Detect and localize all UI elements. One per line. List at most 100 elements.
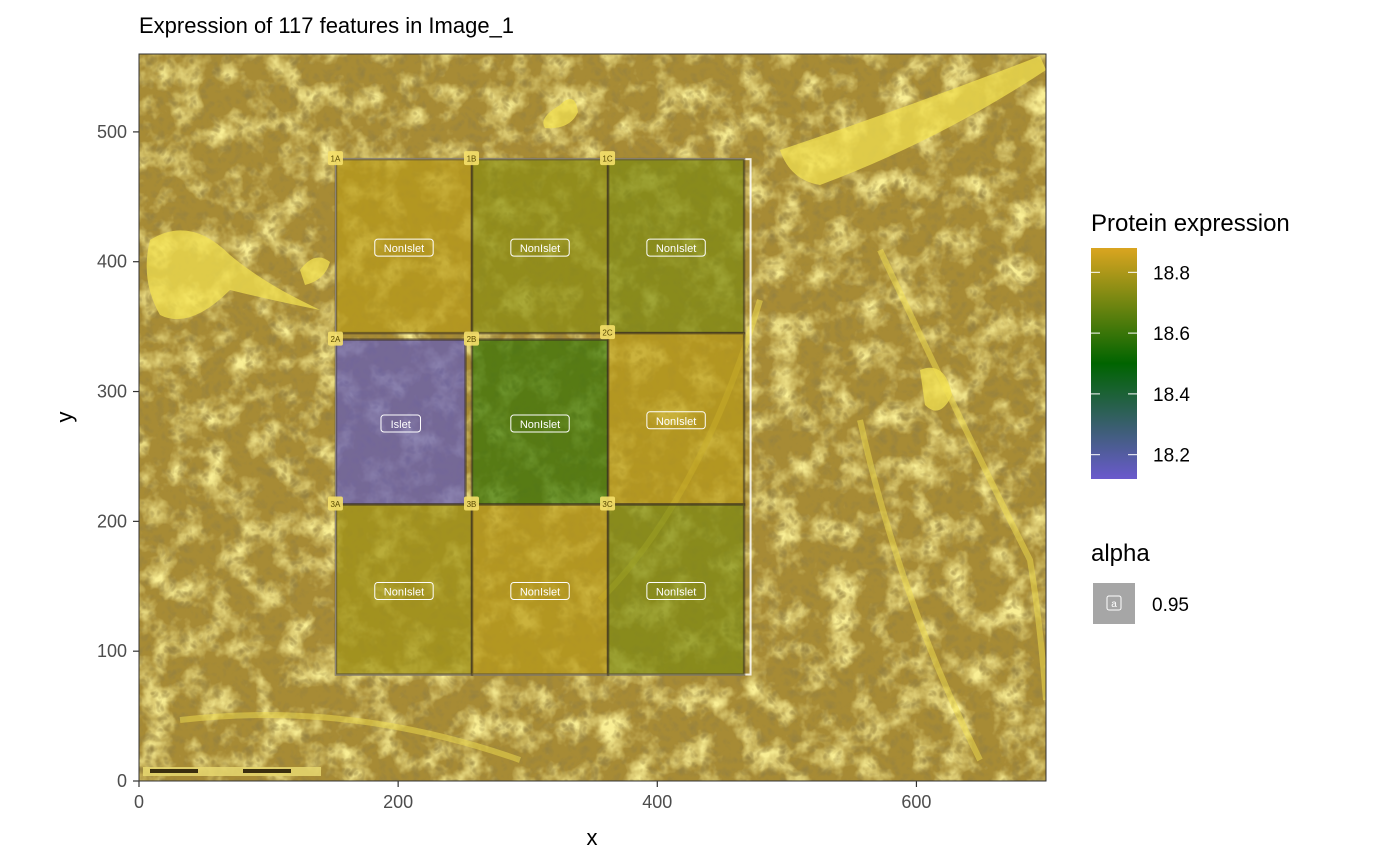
roi-3A: 3A NonIslet	[327, 496, 474, 676]
roi-label: NonIslet	[656, 587, 696, 599]
roi-label-box	[510, 238, 570, 257]
roi-tile	[608, 159, 745, 334]
legend-alpha-title: alpha	[1091, 540, 1150, 567]
scale-bar-segment	[150, 769, 198, 773]
legend-tick-label: 18.2	[1153, 446, 1190, 467]
roi-id-label: 2C	[602, 329, 612, 338]
roi-label-box	[646, 582, 706, 601]
roi-tile	[335, 504, 472, 675]
roi-id-marker	[327, 496, 343, 511]
roi-id-label: 3A	[331, 500, 341, 509]
legend-colorbar	[1091, 248, 1137, 479]
y-tick-label: 400	[97, 252, 127, 272]
roi-1B: 1B NonIslet	[463, 151, 610, 335]
tissue-bright-region	[146, 230, 320, 320]
tissue-fiber	[857, 419, 983, 762]
roi-3C: 3C NonIslet	[600, 496, 746, 676]
x-tick-label: 200	[383, 792, 413, 812]
tissue-bright-region	[543, 98, 578, 129]
roi-2A: 2A Islet	[327, 331, 467, 506]
roi-tile	[335, 339, 466, 505]
x-tick-label: 0	[134, 792, 144, 812]
legend-fill-title: Protein expression	[1091, 210, 1290, 237]
y-tick-label: 0	[117, 771, 127, 791]
roi-id-marker	[463, 151, 479, 166]
roi-label-box	[374, 238, 434, 257]
roi-label: NonIslet	[520, 587, 560, 599]
roi-2C: 2C NonIslet	[600, 325, 746, 506]
roi-id-marker	[600, 325, 616, 340]
roi-label-box	[510, 414, 570, 433]
legend-alpha-key	[1093, 583, 1135, 624]
roi-id-label: 3C	[602, 500, 612, 509]
plot-panel: 1A NonIslet 1B NonIslet 1C NonIslet 2A Islet 2B N…	[139, 54, 1046, 781]
legend-colorbar-ticks: 18.2 18.4 18.6 18.8	[1091, 263, 1190, 467]
chart-title: Expression of 117 features in Image_1	[139, 13, 514, 38]
x-axis: 0 200 400 600	[134, 781, 931, 812]
roi-id-marker	[600, 496, 616, 511]
legend-alpha: alpha a 0.95	[1091, 540, 1189, 624]
roi-3B: 3B NonIslet	[463, 496, 610, 676]
y-tick-label: 200	[97, 511, 127, 531]
roi-label: NonIslet	[520, 419, 560, 431]
roi-id-marker	[600, 151, 616, 166]
legend-tick-label: 18.8	[1153, 263, 1190, 284]
roi-id-marker	[327, 151, 343, 166]
y-tick-label: 500	[97, 122, 127, 142]
roi-id-marker	[463, 331, 479, 346]
tissue-features	[146, 56, 1046, 763]
x-tick-label: 400	[642, 792, 672, 812]
scale-bar-bg	[143, 767, 321, 776]
legend-tick-label: 18.6	[1153, 324, 1190, 345]
roi-id-label: 1C	[602, 155, 612, 164]
roi-label: NonIslet	[384, 587, 424, 599]
roi-id-marker	[327, 331, 343, 346]
roi-border	[606, 503, 746, 676]
tissue-fiber	[877, 248, 1046, 701]
y-tick-label: 100	[97, 641, 127, 661]
roi-tile	[608, 504, 745, 675]
roi-label-box	[374, 582, 434, 601]
panel-border	[138, 53, 1047, 782]
roi-label-box	[510, 582, 570, 601]
roi-label-box	[646, 411, 706, 430]
legend-alpha-key-glyph-box	[1106, 595, 1122, 611]
scale-bar	[143, 767, 321, 776]
roi-tile	[471, 504, 609, 675]
roi-id-label: 3B	[467, 500, 477, 509]
scale-bar-segment	[243, 769, 291, 773]
roi-tile	[608, 333, 745, 505]
roi-tile	[335, 159, 472, 334]
legend-alpha-value: 0.95	[1152, 595, 1189, 616]
tissue-bright-region	[780, 56, 1046, 185]
roi-2B: 2B NonIslet	[463, 331, 610, 506]
roi-id-label: 2A	[331, 335, 341, 344]
roi-label: Islet	[391, 419, 411, 431]
y-tick-label: 300	[97, 382, 127, 402]
x-axis-title: x	[587, 825, 598, 850]
legend-alpha-key-glyph: a	[1111, 599, 1117, 610]
legend-protein-expression: Protein expression 18.2 18.4 18.6 18.8	[1091, 210, 1290, 479]
roi-id-marker	[463, 496, 479, 511]
roi-label: NonIslet	[520, 243, 560, 255]
y-axis: 0 100 200 300 400 500	[97, 122, 139, 791]
tissue-fiber	[179, 712, 521, 763]
legend-tick-label: 18.4	[1153, 385, 1190, 406]
roi-label: NonIslet	[384, 243, 424, 255]
x-tick-label: 600	[901, 792, 931, 812]
roi-id-label: 2B	[467, 335, 477, 344]
roi-1C: 1C NonIslet	[600, 151, 746, 335]
roi-label-box	[380, 414, 421, 433]
roi-label: NonIslet	[656, 416, 696, 428]
roi-tile	[471, 159, 609, 334]
roi-id-label: 1B	[467, 155, 477, 164]
roi-1A: 1A NonIslet	[327, 151, 474, 335]
roi-tile	[471, 339, 609, 505]
y-axis-title: y	[52, 412, 77, 423]
roi-id-label: 1A	[331, 155, 341, 164]
roi-label-box	[646, 238, 706, 257]
tissue-bright-region	[300, 257, 330, 285]
roi-label: NonIslet	[656, 243, 696, 255]
roi-layer: 1A NonIslet 1B NonIslet 1C NonIslet 2A Islet 2B N…	[327, 151, 752, 676]
